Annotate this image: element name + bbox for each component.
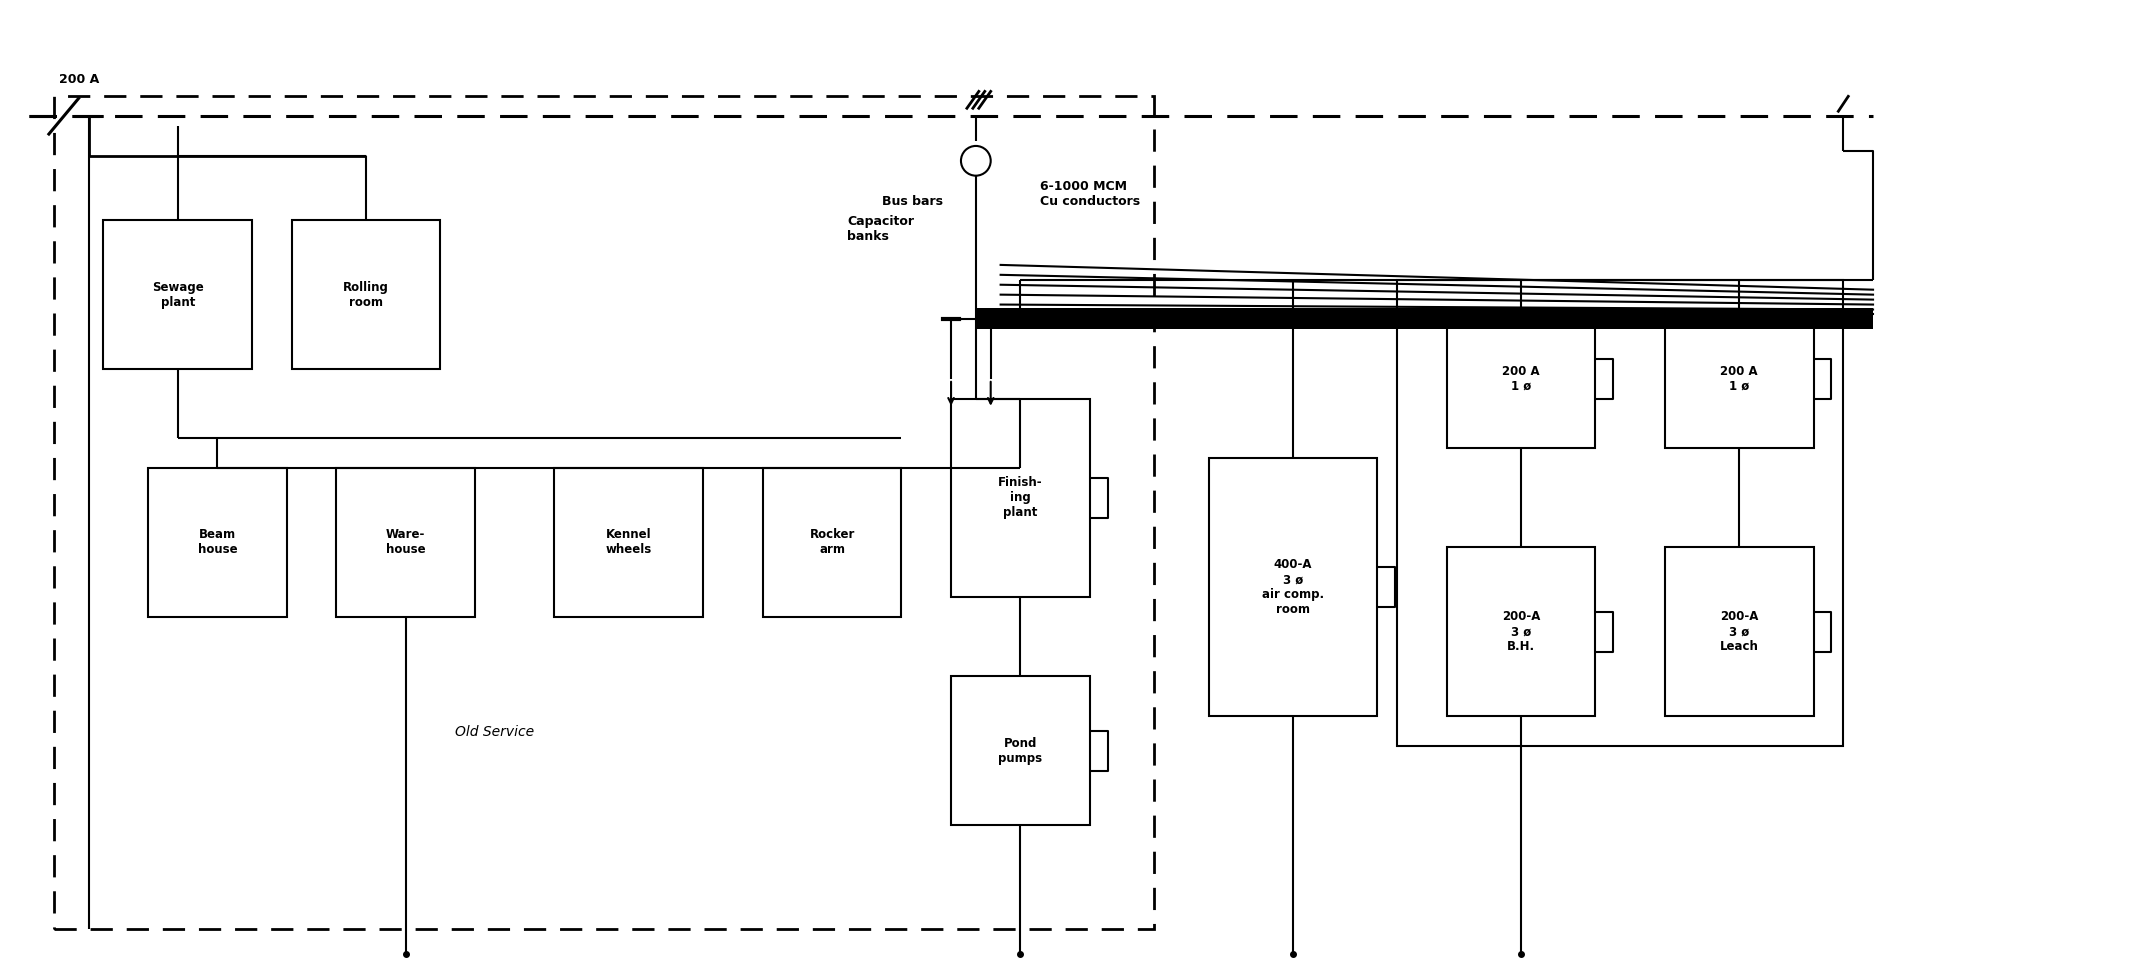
Text: Bus bars: Bus bars <box>881 196 943 208</box>
Bar <box>148 469 287 617</box>
Bar <box>1209 458 1376 716</box>
Text: Capacitor
banks: Capacitor banks <box>847 215 913 243</box>
Text: Finish-
ing
plant: Finish- ing plant <box>999 476 1042 520</box>
Bar <box>1666 310 1814 448</box>
Text: Sewage
plant: Sewage plant <box>152 281 204 309</box>
Bar <box>337 469 476 617</box>
Bar <box>952 399 1089 597</box>
Text: Pond
pumps: Pond pumps <box>999 737 1042 765</box>
Text: Ware-
house: Ware- house <box>386 529 427 557</box>
Bar <box>1398 280 1844 745</box>
Text: 200-A
3 ø
Leach: 200-A 3 ø Leach <box>1719 610 1758 653</box>
Bar <box>952 677 1089 825</box>
Text: Rocker
arm: Rocker arm <box>810 529 855 557</box>
Bar <box>1666 548 1814 716</box>
Text: 200 A
1 ø: 200 A 1 ø <box>1719 365 1758 393</box>
Text: 6-1000 MCM
Cu conductors: 6-1000 MCM Cu conductors <box>1040 180 1141 208</box>
Text: Beam
house: Beam house <box>197 529 238 557</box>
Text: Rolling
room: Rolling room <box>343 281 388 309</box>
Bar <box>54 97 1153 929</box>
Bar <box>976 308 1874 329</box>
Text: 400-A
3 ø
air comp.
room: 400-A 3 ø air comp. room <box>1263 559 1325 616</box>
Bar <box>1447 310 1595 448</box>
Bar <box>103 221 253 369</box>
Text: 200 A: 200 A <box>58 74 99 86</box>
Bar <box>763 469 900 617</box>
Bar <box>555 469 703 617</box>
Bar <box>292 221 440 369</box>
Text: 200 A
1 ø: 200 A 1 ø <box>1503 365 1539 393</box>
Text: Old Service: Old Service <box>455 725 534 739</box>
Bar <box>1447 548 1595 716</box>
Text: 200-A
3 ø
B.H.: 200-A 3 ø B.H. <box>1503 610 1539 653</box>
Text: Kennel
wheels: Kennel wheels <box>607 529 652 557</box>
